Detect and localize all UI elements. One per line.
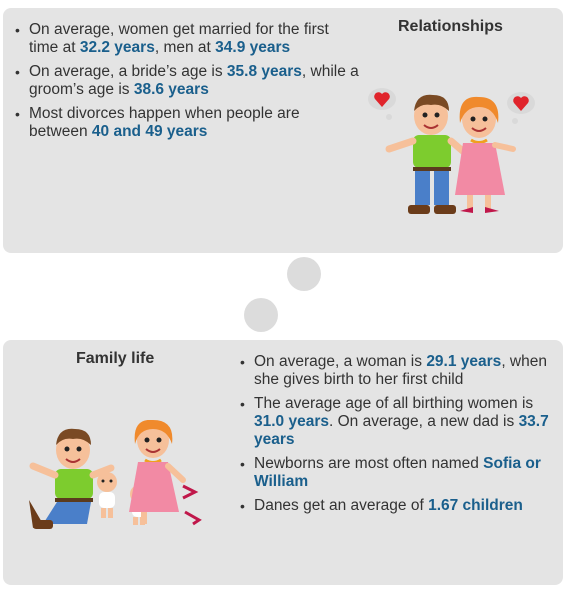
family-panel: Family life On average, a woman is 29.1 … [3, 340, 563, 585]
fact-item: On average, a woman is 29.1 years, when … [240, 353, 565, 389]
heart-thought-bubble-icon [507, 92, 535, 124]
relationships-title: Relationships [398, 18, 503, 36]
family-title: Family life [76, 350, 154, 368]
fact-highlight: 35.8 years [227, 63, 302, 80]
relationships-facts-list: On average, women get married for the fi… [15, 21, 360, 147]
couple-illustration [361, 83, 551, 218]
fact-item: Danes get an average of 1.67 children [240, 497, 565, 515]
fact-highlight: 31.0 years [254, 413, 329, 430]
fact-highlight: 34.9 years [215, 39, 290, 56]
relationships-panel: On average, women get married for the fi… [3, 8, 563, 253]
fact-highlight: 32.2 years [80, 39, 155, 56]
family-illustration [23, 420, 223, 535]
fact-text: On average, a bride’s age is [29, 63, 227, 80]
fact-item: Newborns are most often named Sofia or W… [240, 455, 565, 491]
connector-bubble [287, 257, 321, 291]
family-facts-list: On average, a woman is 29.1 years, when … [240, 353, 565, 521]
fact-text: The average age of all birthing women is [254, 395, 533, 412]
fact-text: , men at [155, 39, 215, 56]
fact-item: Most divorces happen when people are bet… [15, 105, 360, 141]
fact-item: On average, a bride’s age is 35.8 years,… [15, 63, 360, 99]
fact-text: Danes get an average of [254, 497, 428, 514]
fact-highlight: 1.67 children [428, 497, 523, 514]
fact-item: On average, women get married for the fi… [15, 21, 360, 57]
fact-highlight: 29.1 years [426, 353, 501, 370]
fact-text: Newborns are most often named [254, 455, 483, 472]
fact-item: The average age of all birthing women is… [240, 395, 565, 449]
heart-thought-bubble-icon [368, 88, 396, 120]
fact-highlight: 38.6 years [134, 81, 209, 98]
fact-text: On average, a woman is [254, 353, 426, 370]
fact-highlight: 40 and 49 years [92, 123, 207, 140]
connector-bubble [244, 298, 278, 332]
fact-text: . On average, a new dad is [329, 413, 519, 430]
